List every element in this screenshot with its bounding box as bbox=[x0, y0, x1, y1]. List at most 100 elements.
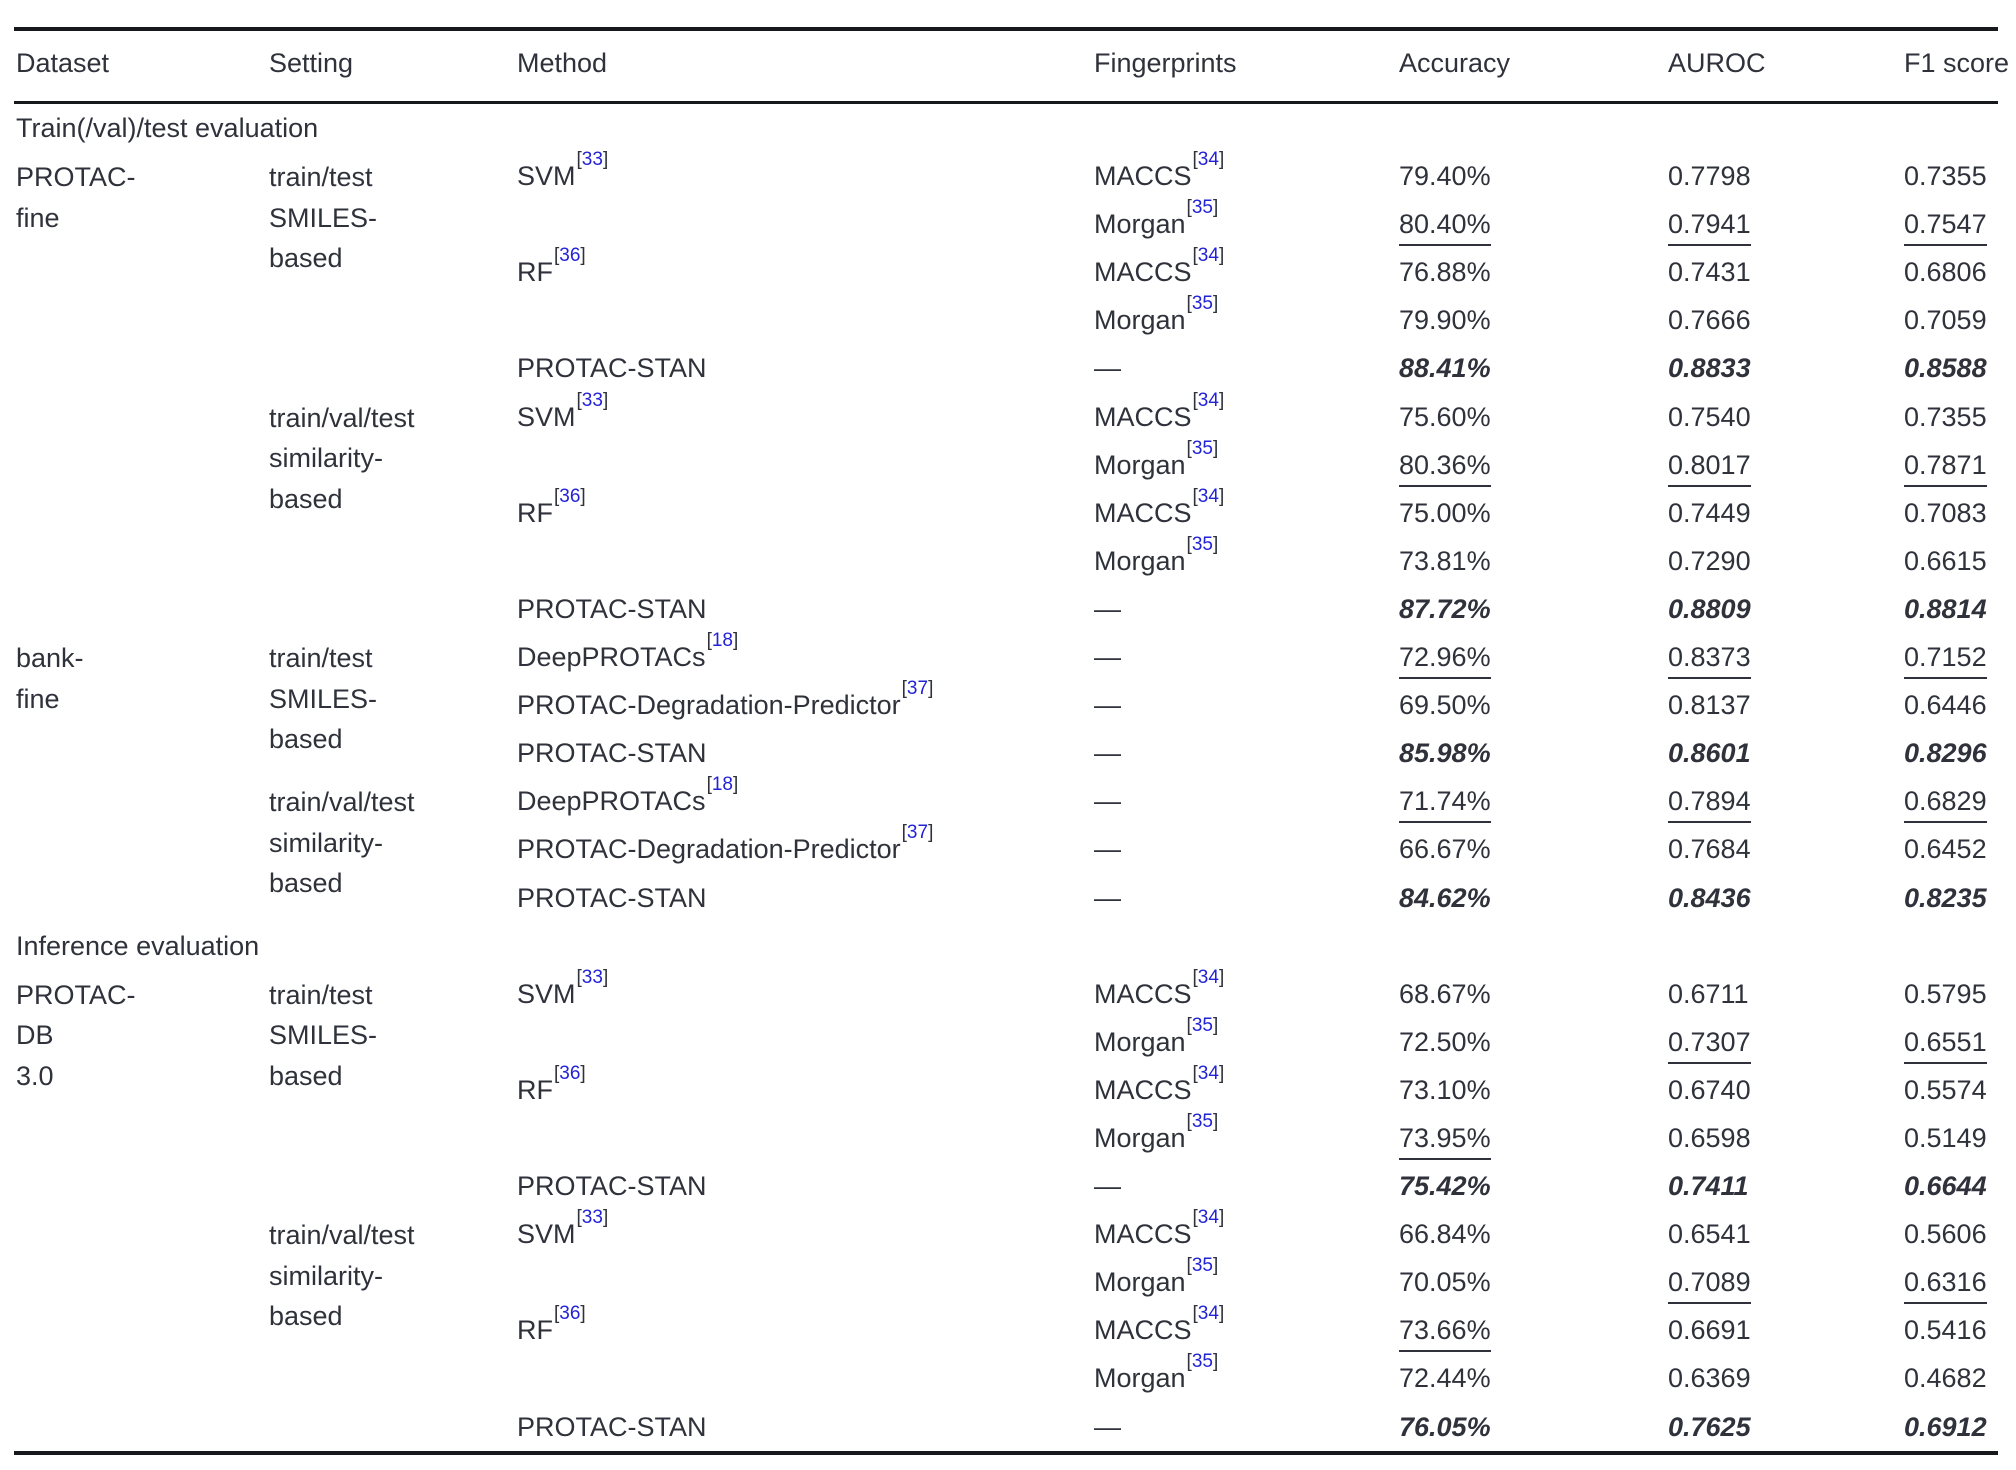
cell-f1: 0.5606 bbox=[1902, 1210, 1998, 1258]
cell-auroc: 0.7798 bbox=[1666, 152, 1902, 200]
citation-link[interactable]: [36] bbox=[554, 1303, 586, 1324]
cell-f1: 0.7152 bbox=[1902, 633, 1998, 681]
cell-fingerprints: Morgan[35] bbox=[1092, 1111, 1397, 1162]
citation-link[interactable]: [33] bbox=[577, 967, 609, 988]
citation-link[interactable]: [18] bbox=[707, 630, 739, 651]
cell-method: DeepPROTACs[18] bbox=[515, 774, 1092, 825]
f1-value: 0.5606 bbox=[1904, 1219, 1987, 1250]
cell-dataset: PROTAC- DB 3.0 bbox=[14, 970, 267, 1453]
accuracy-value: 72.44% bbox=[1399, 1363, 1491, 1394]
table-row: PROTAC-STAN — 75.42% 0.7411 0.6644 bbox=[14, 1162, 1998, 1210]
citation-number: 34 bbox=[1197, 1303, 1219, 1325]
citation-link[interactable]: [18] bbox=[707, 774, 739, 795]
citation-bracket: [ bbox=[901, 678, 907, 700]
citation-bracket: ] bbox=[1212, 437, 1219, 459]
cell-accuracy: 73.10% bbox=[1397, 1066, 1666, 1114]
cell-method: RF[36] bbox=[515, 1303, 1092, 1402]
accuracy-value: 75.00% bbox=[1399, 497, 1491, 528]
cell-auroc: 0.6691 bbox=[1666, 1306, 1902, 1354]
cell-accuracy: 73.66% bbox=[1397, 1306, 1666, 1354]
f1-value: 0.7152 bbox=[1904, 642, 1987, 680]
citation-bracket: [ bbox=[1192, 1303, 1198, 1325]
results-table-container: Dataset Setting Method Fingerprints Accu… bbox=[14, 27, 2009, 1455]
citation-link[interactable]: [34] bbox=[1193, 149, 1225, 170]
f1-value: 0.5149 bbox=[1904, 1122, 1987, 1153]
cell-f1: 0.5795 bbox=[1902, 970, 1998, 1018]
cell-dataset: bank- fine bbox=[14, 633, 267, 922]
cell-accuracy: 73.95% bbox=[1397, 1114, 1666, 1162]
citation-link[interactable]: [36] bbox=[554, 1063, 586, 1084]
citation-link[interactable]: [37] bbox=[902, 678, 934, 699]
citation-link[interactable]: [34] bbox=[1193, 486, 1225, 507]
citation-bracket: ] bbox=[1212, 1014, 1219, 1036]
auroc-value: 0.6691 bbox=[1668, 1315, 1751, 1346]
citation-link[interactable]: [36] bbox=[554, 486, 586, 507]
citation-link[interactable]: [35] bbox=[1187, 1255, 1219, 1276]
citation-link[interactable]: [35] bbox=[1187, 438, 1219, 459]
cell-method: RF[36] bbox=[515, 486, 1092, 585]
cell-auroc: 0.8017 bbox=[1666, 441, 1902, 489]
setting-value: train/test SMILES- based bbox=[269, 162, 378, 274]
citation-link[interactable]: [34] bbox=[1193, 245, 1225, 266]
citation-link[interactable]: [36] bbox=[554, 245, 586, 266]
cell-fingerprints: MACCS[34] bbox=[1092, 1207, 1397, 1258]
cell-auroc: 0.7625 bbox=[1666, 1403, 1902, 1453]
cell-accuracy: 80.36% bbox=[1397, 441, 1666, 489]
citation-link[interactable]: [35] bbox=[1187, 534, 1219, 555]
citation-link[interactable]: [33] bbox=[577, 149, 609, 170]
citation-link[interactable]: [35] bbox=[1187, 1351, 1219, 1372]
cell-fingerprints: Morgan[35] bbox=[1092, 197, 1397, 248]
cell-method: SVM[33] bbox=[515, 390, 1092, 489]
cell-f1: 0.6912 bbox=[1902, 1403, 1998, 1453]
fingerprints-value: Morgan bbox=[1094, 1026, 1186, 1057]
method-value: PROTAC-STAN bbox=[517, 1171, 707, 1202]
cell-f1: 0.6806 bbox=[1902, 248, 1998, 296]
table-row: train/val/test similarity- based DeepPROT… bbox=[14, 774, 1998, 898]
f1-value: 0.8296 bbox=[1904, 738, 1987, 769]
accuracy-value: 68.67% bbox=[1399, 978, 1491, 1009]
method-value: RF bbox=[517, 257, 553, 288]
citation-bracket: ] bbox=[602, 966, 609, 988]
citation-link[interactable]: [35] bbox=[1187, 197, 1219, 218]
citation-link[interactable]: [34] bbox=[1193, 967, 1225, 988]
cell-f1: 0.6551 bbox=[1902, 1018, 1998, 1066]
citation-link[interactable]: [34] bbox=[1193, 1063, 1225, 1084]
citation-link[interactable]: [34] bbox=[1193, 1207, 1225, 1228]
citation-link[interactable]: [34] bbox=[1193, 390, 1225, 411]
cell-fingerprints: Morgan[35] bbox=[1092, 293, 1397, 344]
citation-bracket: ] bbox=[580, 245, 586, 267]
citation-bracket: ] bbox=[1212, 1110, 1219, 1132]
citation-link[interactable]: [35] bbox=[1187, 1111, 1219, 1132]
auroc-value: 0.8137 bbox=[1668, 690, 1751, 721]
table-row: Morgan[35] 70.05% 0.7089 0.6316 bbox=[14, 1255, 1998, 1306]
citation-bracket: [ bbox=[1186, 437, 1192, 459]
citation-link[interactable]: [33] bbox=[577, 390, 609, 411]
method-value: PROTAC-STAN bbox=[517, 1411, 707, 1442]
cell-accuracy: 68.67% bbox=[1397, 970, 1666, 1018]
cell-f1: 0.7059 bbox=[1902, 296, 1998, 344]
f1-value: 0.7547 bbox=[1904, 209, 1987, 247]
fingerprints-value: Morgan bbox=[1094, 449, 1186, 480]
citation-link[interactable]: [37] bbox=[902, 822, 934, 843]
cell-accuracy: 84.62% bbox=[1397, 874, 1666, 922]
cell-accuracy: 72.50% bbox=[1397, 1018, 1666, 1066]
cell-f1: 0.4682 bbox=[1902, 1354, 1998, 1402]
cell-f1: 0.7355 bbox=[1902, 393, 1998, 441]
cell-fingerprints: — bbox=[1092, 777, 1397, 825]
cell-method: PROTAC-STAN bbox=[515, 344, 1092, 392]
citation-link[interactable]: [34] bbox=[1193, 1303, 1225, 1324]
cell-fingerprints: — bbox=[1092, 825, 1397, 873]
f1-value: 0.6446 bbox=[1904, 690, 1987, 721]
citation-bracket: ] bbox=[602, 389, 609, 411]
citation-link[interactable]: [35] bbox=[1187, 1015, 1219, 1036]
citation-link[interactable]: [35] bbox=[1187, 293, 1219, 314]
citation-link[interactable]: [33] bbox=[577, 1207, 609, 1228]
f1-value: 0.7355 bbox=[1904, 401, 1987, 432]
citation-bracket: ] bbox=[732, 774, 739, 796]
setting-value: train/val/test similarity- based bbox=[269, 787, 415, 899]
table-row: PROTAC-Degradation-Predictor[37] —66.67% 0… bbox=[14, 822, 1998, 873]
column-header-accuracy: Accuracy bbox=[1397, 29, 1666, 104]
setting-value: train/val/test similarity- based bbox=[269, 402, 415, 514]
cell-fingerprints: Morgan[35] bbox=[1092, 534, 1397, 585]
citation-number: 34 bbox=[1197, 389, 1219, 411]
